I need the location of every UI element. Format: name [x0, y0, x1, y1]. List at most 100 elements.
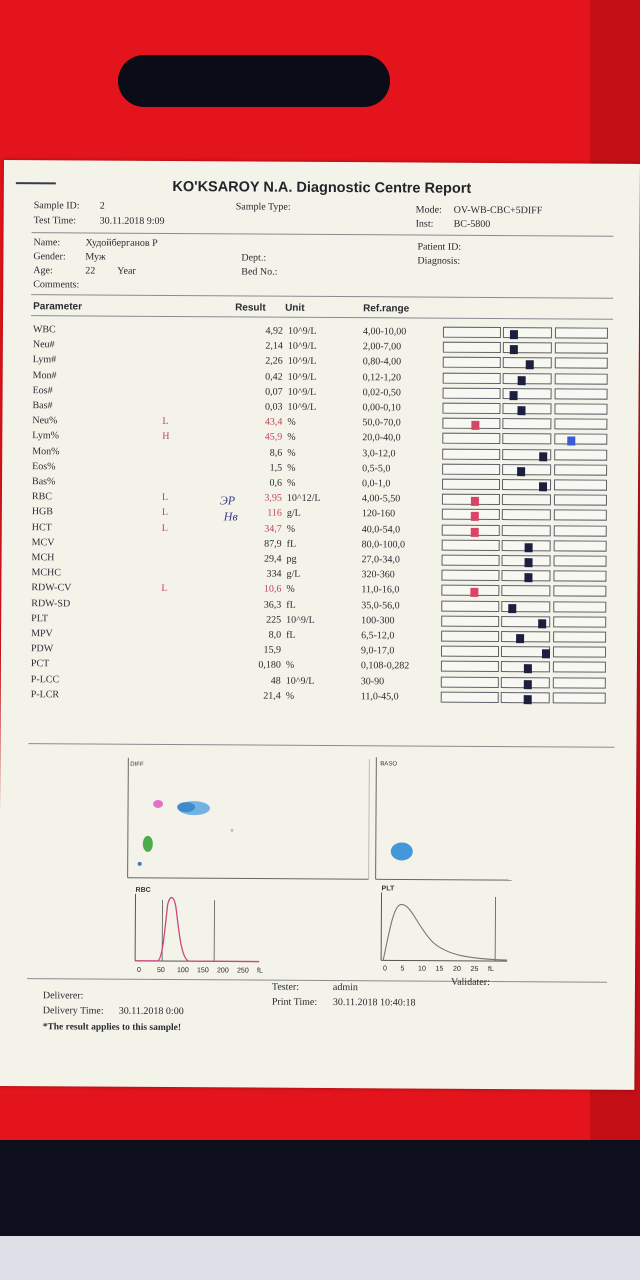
validater-label: Validater:	[450, 976, 490, 988]
sample-id-label: Sample ID:	[33, 200, 80, 212]
header-unit: Unit	[285, 302, 305, 314]
range-bar-low	[441, 569, 500, 582]
range-bar-normal	[501, 631, 551, 644]
range-bar-low	[442, 326, 501, 339]
parameter-ref-range: 11,0-45,0	[360, 690, 399, 703]
parameter-name: Eos%	[32, 460, 56, 473]
parameter-name: P-LCC	[30, 673, 60, 685]
range-bar-normal	[502, 448, 552, 461]
parameter-result: 43,4	[264, 416, 283, 428]
range-bar-high	[554, 448, 608, 461]
parameter-unit: fL	[286, 599, 296, 611]
parameter-unit: %	[286, 477, 296, 489]
patient-name: Худойберганов Р	[85, 237, 158, 249]
parameter-result: 8,6	[269, 447, 283, 459]
tick-label: 50	[157, 967, 165, 974]
parameter-ref-range: 11,0-16,0	[361, 584, 400, 596]
range-marker	[524, 542, 533, 553]
sample-type-label: Sample Type:	[235, 201, 291, 213]
range-bar-normal	[502, 418, 552, 430]
mode: OV-WB-CBC+5DIFF	[453, 204, 543, 217]
parameter-unit: 10^9/L	[287, 356, 317, 368]
range-marker	[541, 649, 551, 659]
divider	[31, 315, 614, 320]
parameter-unit: fL	[286, 629, 296, 641]
parameter-result: 0,42	[265, 371, 283, 383]
range-bar-normal	[502, 342, 552, 355]
patient-age: 22	[85, 265, 96, 277]
parameter-name: HCT	[31, 521, 52, 533]
parameter-name: Bas%	[32, 476, 56, 488]
range-bar-low	[441, 585, 500, 598]
parameter-name: MCH	[31, 552, 55, 564]
range-marker	[517, 375, 526, 385]
parameter-ref-range: 4,00-10,00	[362, 326, 407, 338]
parameter-unit: %	[287, 432, 296, 444]
parameter-name: Neu%	[32, 415, 58, 427]
range-bar-low	[442, 433, 501, 445]
parameter-ref-range: 2,00-7,00	[362, 341, 402, 353]
range-bar-low	[441, 600, 500, 612]
range-bar-normal	[501, 539, 551, 553]
range-marker	[524, 573, 533, 583]
tick-label: fL	[488, 966, 494, 973]
range-bar-high	[553, 494, 607, 506]
lymphocyte-cluster	[142, 835, 153, 852]
range-bar-high	[554, 342, 608, 354]
parameter-ref-range: 320-360	[361, 569, 395, 581]
parameter-ref-range: 4,00-5,50	[361, 493, 401, 505]
divider	[31, 294, 614, 299]
range-bar-high	[554, 388, 608, 400]
mode-label: Mode:	[415, 204, 442, 216]
plt-label: PLT	[382, 885, 395, 892]
parameter-flag: L	[161, 492, 169, 504]
parameter-unit: 10^12/L	[286, 492, 321, 505]
range-bar-high	[552, 692, 606, 704]
range-bar-normal	[500, 661, 550, 674]
parameter-result: 334	[266, 568, 282, 580]
comments-label: Comments:	[33, 279, 80, 291]
tick-label: 100	[177, 967, 189, 974]
parameter-name: MCV	[31, 536, 55, 549]
bed-label: Bed No.:	[241, 266, 278, 278]
range-bar-high	[552, 676, 606, 689]
dept-label: Dept.:	[241, 252, 267, 264]
parameter-result: 0,07	[265, 386, 283, 398]
delivery-time: 30.11.2018 0:00	[118, 1005, 184, 1018]
range-marker	[567, 436, 576, 446]
test-time-label: Test Time:	[33, 215, 77, 227]
tick-label: 20	[453, 966, 461, 973]
parameter-unit: 10^9/L	[286, 614, 315, 626]
range-bar-normal	[501, 600, 551, 613]
range-bar-low	[441, 554, 500, 567]
range-bar-normal	[501, 615, 551, 629]
tick-label: 25	[471, 966, 479, 973]
parameter-result: 2,14	[265, 340, 283, 352]
report-sheet: KO'KSAROY N.A. Diagnostic Centre Report …	[0, 160, 640, 1090]
parameter-result: 21,4	[263, 690, 281, 702]
parameter-unit: 10^9/L	[287, 340, 317, 353]
range-bar-high	[553, 616, 607, 628]
range-marker	[508, 603, 517, 613]
tick-label: 5	[401, 965, 405, 972]
parameter-result: 10,6	[263, 583, 282, 596]
parameter-name: P-LCR	[30, 688, 60, 701]
range-bar-high	[552, 661, 606, 674]
parameter-result: 87,9	[264, 538, 282, 550]
eosinophil-cluster	[153, 799, 164, 808]
parameter-unit: %	[285, 660, 295, 672]
range-bar-normal	[501, 585, 551, 597]
parameter-result: 0,180	[258, 659, 281, 672]
parameter-ref-range: 80,0-100,0	[361, 538, 406, 551]
range-bar-low	[441, 630, 500, 643]
parameter-result: 4,92	[265, 325, 283, 337]
range-bar-high	[553, 479, 608, 491]
parameter-ref-range: 50,0-70,0	[362, 417, 401, 429]
parameter-name: RDW-SD	[31, 597, 71, 610]
parameter-ref-range: 30-90	[360, 675, 385, 687]
tick-label: 150	[197, 967, 209, 974]
range-bar-low	[442, 417, 501, 431]
parameter-unit: %	[287, 416, 296, 428]
range-bar-normal	[500, 691, 550, 705]
range-bar-high	[554, 357, 608, 370]
